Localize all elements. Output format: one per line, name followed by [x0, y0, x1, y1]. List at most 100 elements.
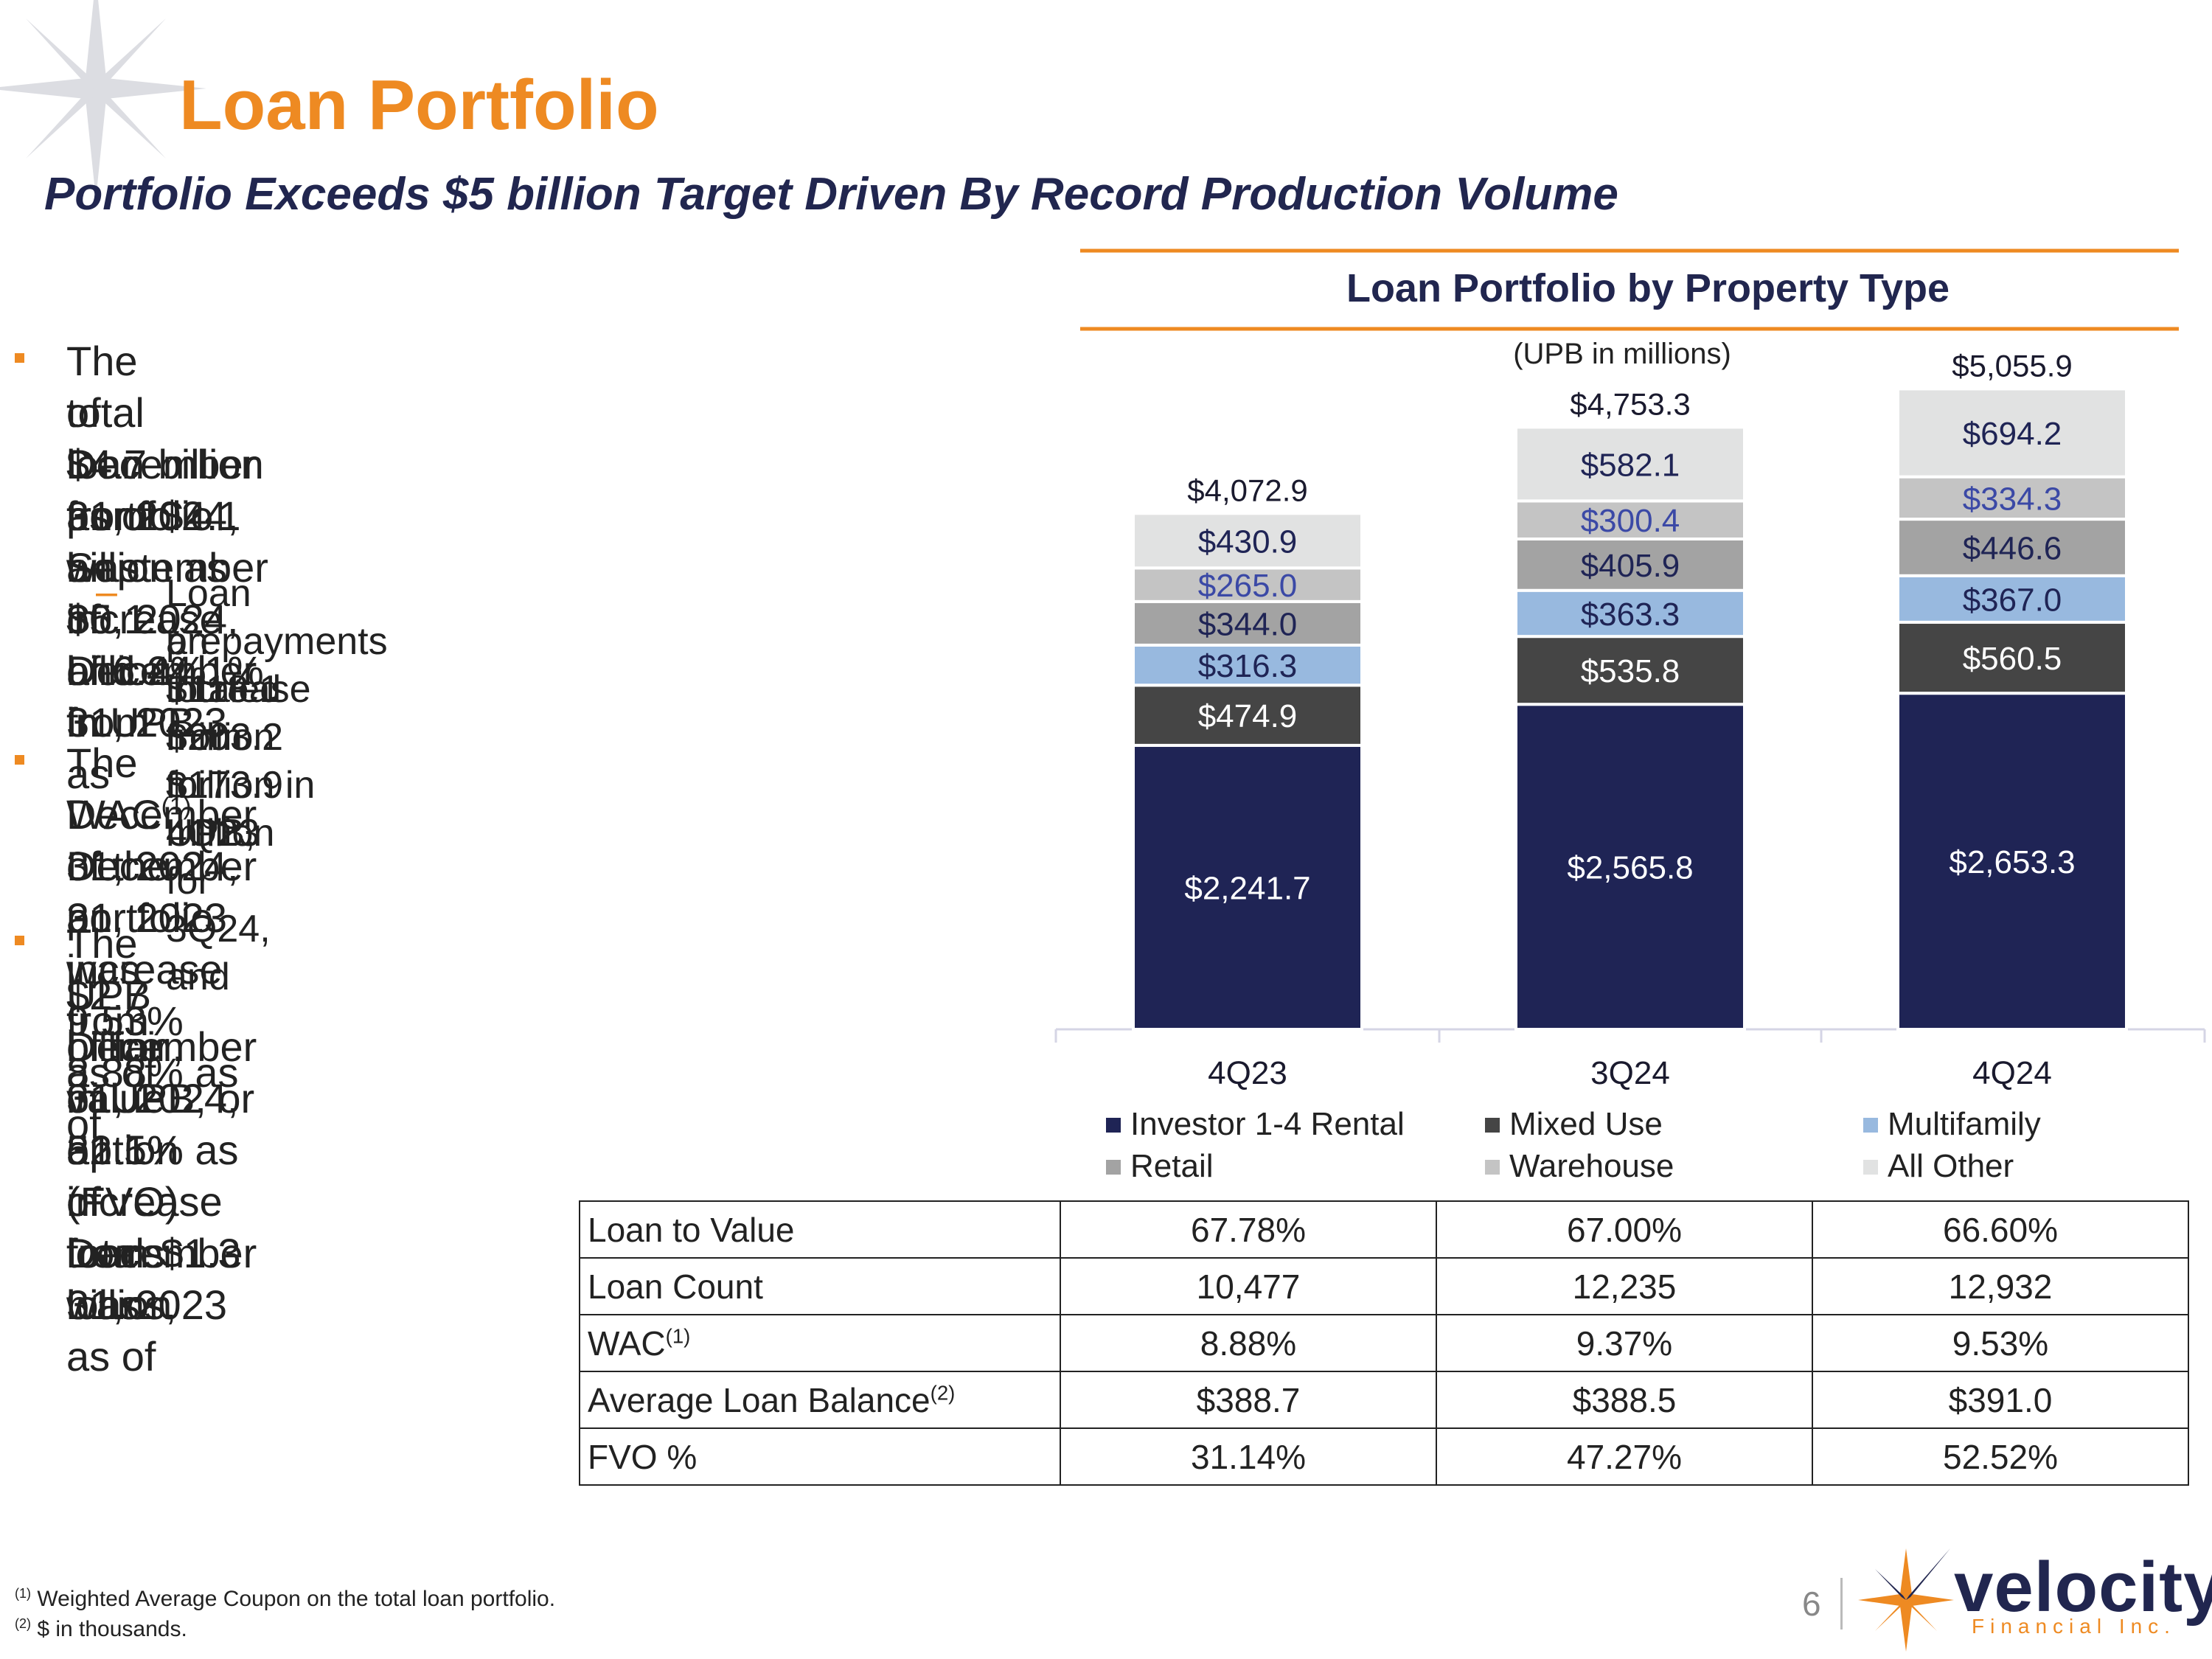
legend-label: All Other: [1888, 1148, 2014, 1184]
row-label: Average Loan Balance(2): [579, 1371, 1061, 1429]
data-label: $367.0: [1963, 582, 2062, 618]
row-label-text: Loan Count: [588, 1267, 763, 1306]
bar-segment-all-other: [1514, 425, 1746, 503]
legend-label: Retail: [1130, 1148, 1214, 1184]
table-cell: 67.78%: [1060, 1200, 1437, 1259]
sub-bullet-line: Loan prepayments totaled $203.2 million …: [166, 572, 388, 855]
bullet-line: The total loan portfolio was $5.1 billio…: [66, 338, 214, 797]
bar-segment-all-other: [1896, 387, 2128, 479]
data-label: $582.1: [1581, 447, 1680, 483]
data-label: $334.3: [1963, 481, 2062, 517]
footnote-ref: (1): [161, 793, 192, 821]
decorative-star-icon: [0, 0, 206, 199]
row-label: Loan to Value: [579, 1200, 1061, 1259]
table-cell: 31.14%: [1060, 1427, 1437, 1486]
table-cell: 52.52%: [1812, 1427, 2189, 1486]
bullet-line: from $4.1 billion as of December 31, 202…: [66, 493, 257, 745]
footnote-ref: (1): [665, 1324, 691, 1348]
dash-icon: –: [96, 571, 117, 613]
row-label-text: Loan to Value: [588, 1210, 795, 1249]
table-cell: 8.88%: [1060, 1314, 1437, 1372]
row-label-text: WAC: [588, 1324, 666, 1363]
legend-swatch: [1485, 1118, 1500, 1133]
footnote-ref: (2): [930, 1381, 956, 1405]
table-cell: 12,235: [1436, 1257, 1813, 1315]
table-row: Loan to Value 67.78% 67.00% 66.60%: [579, 1200, 2189, 1259]
chart-unit-label: (UPB in millions): [1513, 338, 1731, 370]
bullet-line: $2.7 billion, or 52.5% of total loans, a…: [66, 972, 184, 1380]
row-label-text: FVO %: [588, 1437, 698, 1476]
bar-segment-mixed-use: [1896, 620, 2128, 695]
table-cell: 67.00%: [1436, 1200, 1813, 1259]
footnote-1: (1) Weighted Average Coupon on the total…: [15, 1587, 555, 1612]
legend-label: Warehouse: [1509, 1148, 1674, 1184]
footnote-text: Weighted Average Coupon on the total loa…: [31, 1587, 556, 1611]
bullet-line: The UPB of fair value option (FVO) loans…: [66, 920, 179, 1328]
logo-tagline: Financial Inc.: [1972, 1615, 2176, 1638]
footer-divider: [1840, 1578, 1843, 1630]
bar-segment-all-other: [1132, 512, 1363, 570]
table-cell: $388.5: [1436, 1371, 1813, 1429]
data-label: $446.6: [1963, 530, 2062, 566]
row-label: FVO %: [579, 1427, 1061, 1486]
bullet-square-icon: [15, 936, 24, 945]
table-cell: 12,932: [1812, 1257, 2189, 1315]
category-label: 4Q23: [1208, 1055, 1287, 1091]
page-title: Loan Portfolio: [179, 66, 659, 145]
velocity-logo-icon: [1858, 1548, 1954, 1652]
table-cell: 10,477: [1060, 1257, 1437, 1315]
bullet-square-icon: [15, 755, 24, 765]
data-label: $694.2: [1963, 416, 2062, 452]
legend-label: Mixed Use: [1509, 1106, 1663, 1142]
row-label: WAC(1): [579, 1314, 1061, 1372]
bar-segment-retail: [1132, 599, 1363, 647]
logo-wordmark: velocity: [1954, 1548, 2212, 1627]
legend-label: Multifamily: [1888, 1106, 2041, 1142]
data-label: $535.8: [1581, 653, 1680, 689]
bullet-line: $4.7 billion as of September 30, 2024, a…: [66, 441, 268, 694]
bullet-text: of the portfolio was 9.53% as of: [66, 843, 214, 1096]
bullet-text: The WAC: [66, 740, 161, 838]
bullet-line: of December 31, 2024, an increase of 6.4…: [66, 389, 257, 745]
data-label: $405.9: [1581, 548, 1680, 584]
bullet-line: The WAC(1) of the portfolio was 9.53% as…: [66, 737, 213, 1099]
table-cell: 66.60%: [1812, 1200, 2189, 1259]
table-row: Average Loan Balance(2) $388.7 $388.5 $3…: [579, 1371, 2189, 1429]
data-label: $300.4: [1581, 503, 1680, 539]
row-label: Loan Count: [579, 1257, 1061, 1315]
bar-segment-investor-1-4-rental: [1132, 743, 1363, 1031]
bar-segment-investor-1-4-rental: [1514, 703, 1746, 1031]
table-cell: 47.27%: [1436, 1427, 1813, 1486]
bullet-line: in UPB, or 31.1% as of December 31, 2023: [66, 1075, 257, 1328]
data-label: $2,653.3: [1949, 844, 2075, 880]
data-label: $560.5: [1963, 641, 2062, 677]
total-label: $4,072.9: [1187, 473, 1308, 507]
data-label: $474.9: [1198, 698, 1298, 734]
chart-title: Loan Portfolio by Property Type: [1346, 266, 1950, 310]
bullet-line: December 31, 2023: [66, 843, 257, 941]
footnote-2: (2) $ in thousands.: [15, 1617, 187, 1642]
legend-label: Investor 1-4 Rental: [1130, 1106, 1405, 1142]
data-label: $265.0: [1198, 568, 1298, 604]
table-row: FVO % 31.14% 47.27% 52.52%: [579, 1427, 2189, 1486]
legend-swatch: [1863, 1118, 1878, 1133]
data-label: $363.3: [1581, 597, 1680, 633]
bar-segment-investor-1-4-rental: [1896, 692, 2128, 1032]
metrics-table: Loan to Value 67.78% 67.00% 66.60% Loan …: [579, 1200, 2189, 1486]
category-label: 4Q24: [1972, 1055, 2052, 1091]
total-label: $5,055.9: [1952, 348, 2073, 383]
data-label: $430.9: [1198, 524, 1298, 560]
page-number: 6: [1802, 1585, 1821, 1623]
table-row: Loan Count 10,477 12,235 12,932: [579, 1257, 2189, 1315]
bar-segment-warehouse: [1514, 499, 1746, 540]
table-row: WAC(1) 8.88% 9.37% 9.53%: [579, 1314, 2189, 1372]
bullet-line: December 31, 2024, an increase from 8.88…: [66, 791, 257, 1147]
sub-bullet-line: $118.1 million for 4Q23: [166, 668, 281, 855]
footnote-text: $ in thousands.: [31, 1617, 187, 1641]
sub-bullet-line: an increase from $173.9 million for 3Q24…: [166, 620, 311, 998]
total-label: $4,753.3: [1570, 386, 1691, 421]
bar-segment-warehouse: [1132, 566, 1363, 603]
legend-swatch: [1106, 1118, 1121, 1133]
bar-segment-multifamily: [1896, 574, 2128, 624]
